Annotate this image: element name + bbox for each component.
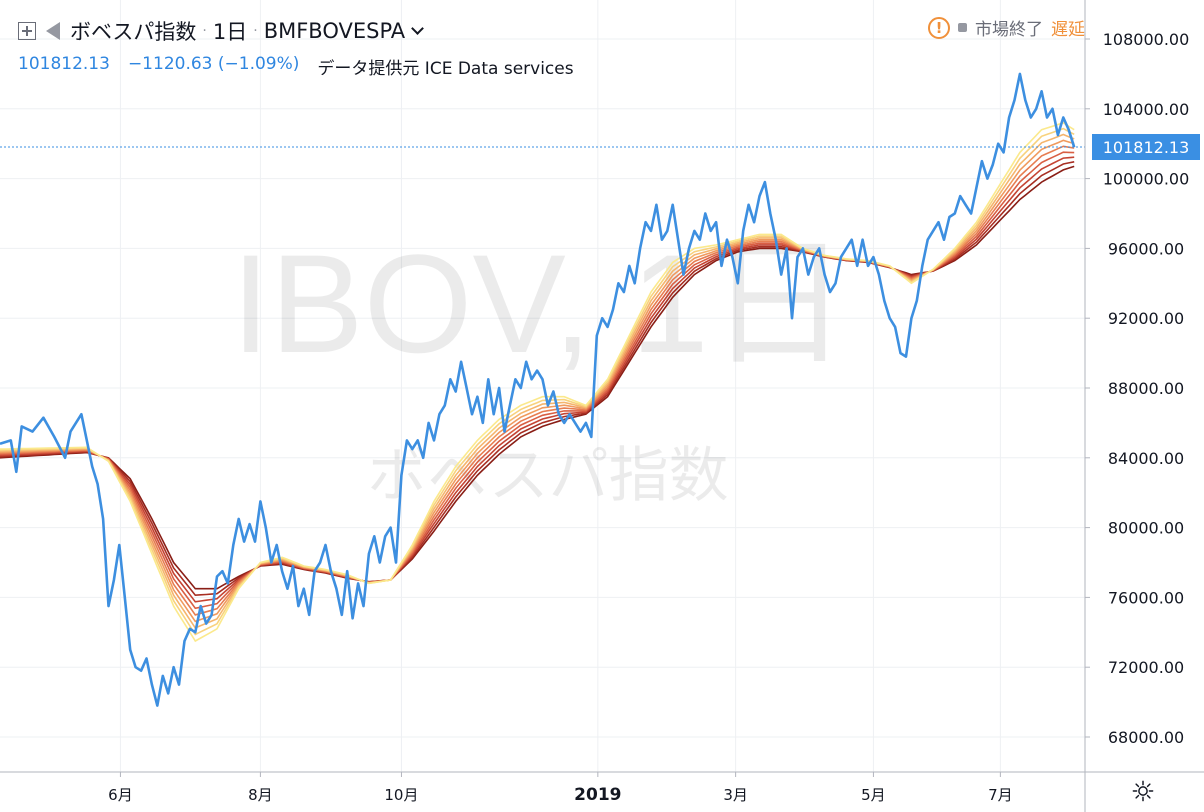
separator-dot: · [202, 23, 207, 39]
price-series [0, 72, 1076, 707]
interval-label[interactable]: 1日 [212, 20, 248, 44]
watermark: IBOV, 1日 ボベスパ指数 [231, 225, 848, 511]
y-tick-label: 100000.00 [1103, 170, 1190, 189]
chevron-down-icon[interactable] [411, 21, 425, 35]
y-tick-label: 96000.00 [1108, 239, 1184, 258]
x-tick-label: 7月 [988, 786, 1013, 804]
y-tick-label: 72000.00 [1108, 658, 1184, 677]
gear-icon[interactable] [1132, 780, 1154, 802]
flag-icon[interactable] [46, 22, 60, 40]
x-tick-label: 6月 [108, 786, 133, 804]
last-value: 101812.13 [18, 54, 110, 74]
y-tick-label: 108000.00 [1103, 30, 1190, 49]
price-line [0, 72, 1076, 707]
separator-dot: · [253, 23, 258, 39]
y-tick-label: 92000.00 [1108, 309, 1184, 328]
price-label-tag: 101812.13 [1092, 134, 1200, 160]
ticker-label[interactable]: BMFBOVESPA [263, 19, 406, 43]
delay-label[interactable]: 遅延 [1051, 20, 1085, 40]
grid-lines [0, 0, 1085, 772]
value-row: 101812.13 −1120.63 (−1.09%) データ提供元 ICE D… [18, 54, 574, 79]
plus-box-icon[interactable] [18, 22, 36, 40]
x-tick-label: 10月 [384, 786, 418, 804]
ma-line [0, 121, 1075, 643]
symbol-row[interactable]: ボベスパ指数 · 1日 · BMFBOVESPA [18, 16, 425, 46]
watermark-sub: ボベスパ指数 [367, 441, 728, 511]
time-axis[interactable]: 6月 8月 10月 2019 3月 5月 7月 [108, 772, 1013, 805]
y-tick-label: 76000.00 [1108, 588, 1184, 607]
y-tick-label: 104000.00 [1103, 100, 1190, 119]
y-tick-label: 88000.00 [1108, 379, 1184, 398]
legend-header: ボベスパ指数 · 1日 · BMFBOVESPA 101812.13 −1120… [0, 0, 1085, 90]
y-tick-label: 80000.00 [1108, 519, 1184, 538]
price-axis[interactable]: 108000.00 104000.00 100000.00 96000.00 92000… [1085, 30, 1189, 747]
moving-average-ribbon [0, 121, 1075, 643]
price-label-text: 101812.13 [1103, 138, 1190, 157]
x-tick-label: 2019 [574, 785, 621, 805]
warning-icon[interactable]: ! [928, 16, 950, 39]
y-tick-label: 84000.00 [1108, 449, 1184, 468]
status-square-icon [958, 23, 967, 32]
y-tick-label: 68000.00 [1108, 728, 1184, 747]
data-source: データ提供元 ICE Data services [317, 59, 574, 79]
symbol-name: ボベスパ指数 [70, 20, 197, 44]
x-tick-label: 5月 [861, 786, 886, 804]
change-value: −1120.63 (−1.09%) [127, 54, 300, 74]
x-tick-label: 8月 [248, 786, 273, 804]
market-closed-label: 市場終了 [975, 20, 1043, 40]
market-status: ! 市場終了 遅延 [928, 15, 1085, 40]
x-tick-label: 3月 [723, 786, 748, 804]
